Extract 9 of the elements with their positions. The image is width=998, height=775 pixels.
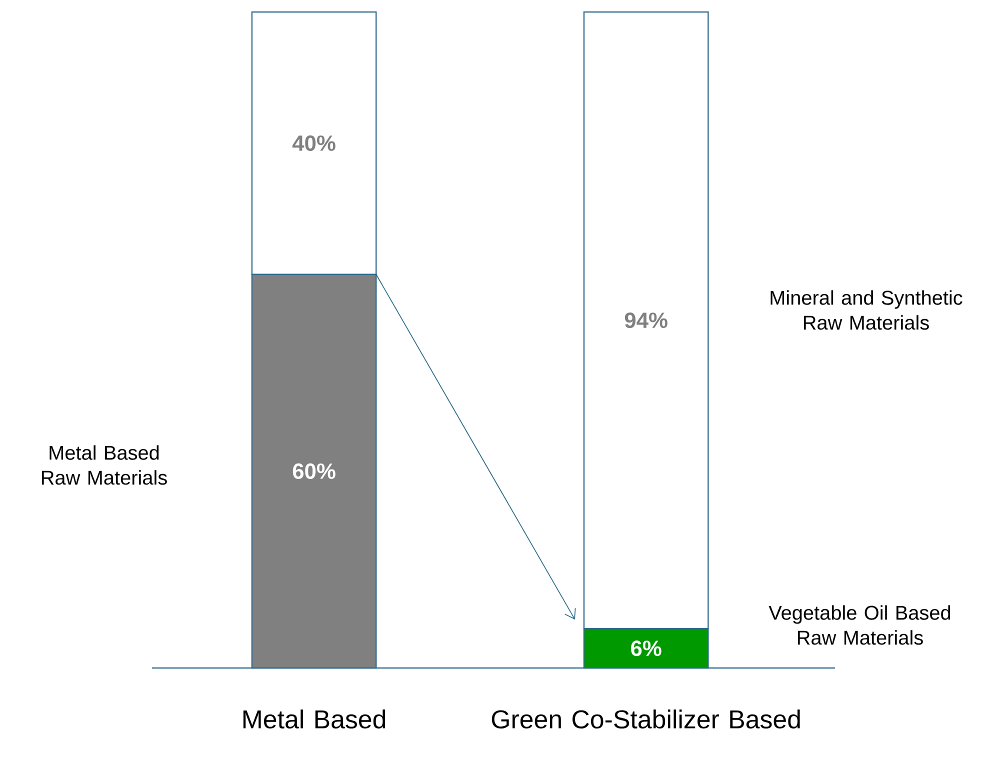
annotation: Mineral and Synthetic Raw Materials	[770, 290, 962, 330]
data-label: 6%	[631, 640, 662, 656]
annotation: Metal Based Raw Materials	[42, 445, 167, 485]
data-label: 60%	[292, 463, 336, 479]
x-tick-label: Green Co-Stabilizer Based	[492, 710, 800, 729]
annotation: Vegetable Oil Based Raw Materials	[768, 605, 950, 645]
data-label: 94%	[624, 312, 668, 328]
x-tick-label: Metal Based	[243, 710, 386, 729]
data-label: 40%	[292, 135, 336, 151]
